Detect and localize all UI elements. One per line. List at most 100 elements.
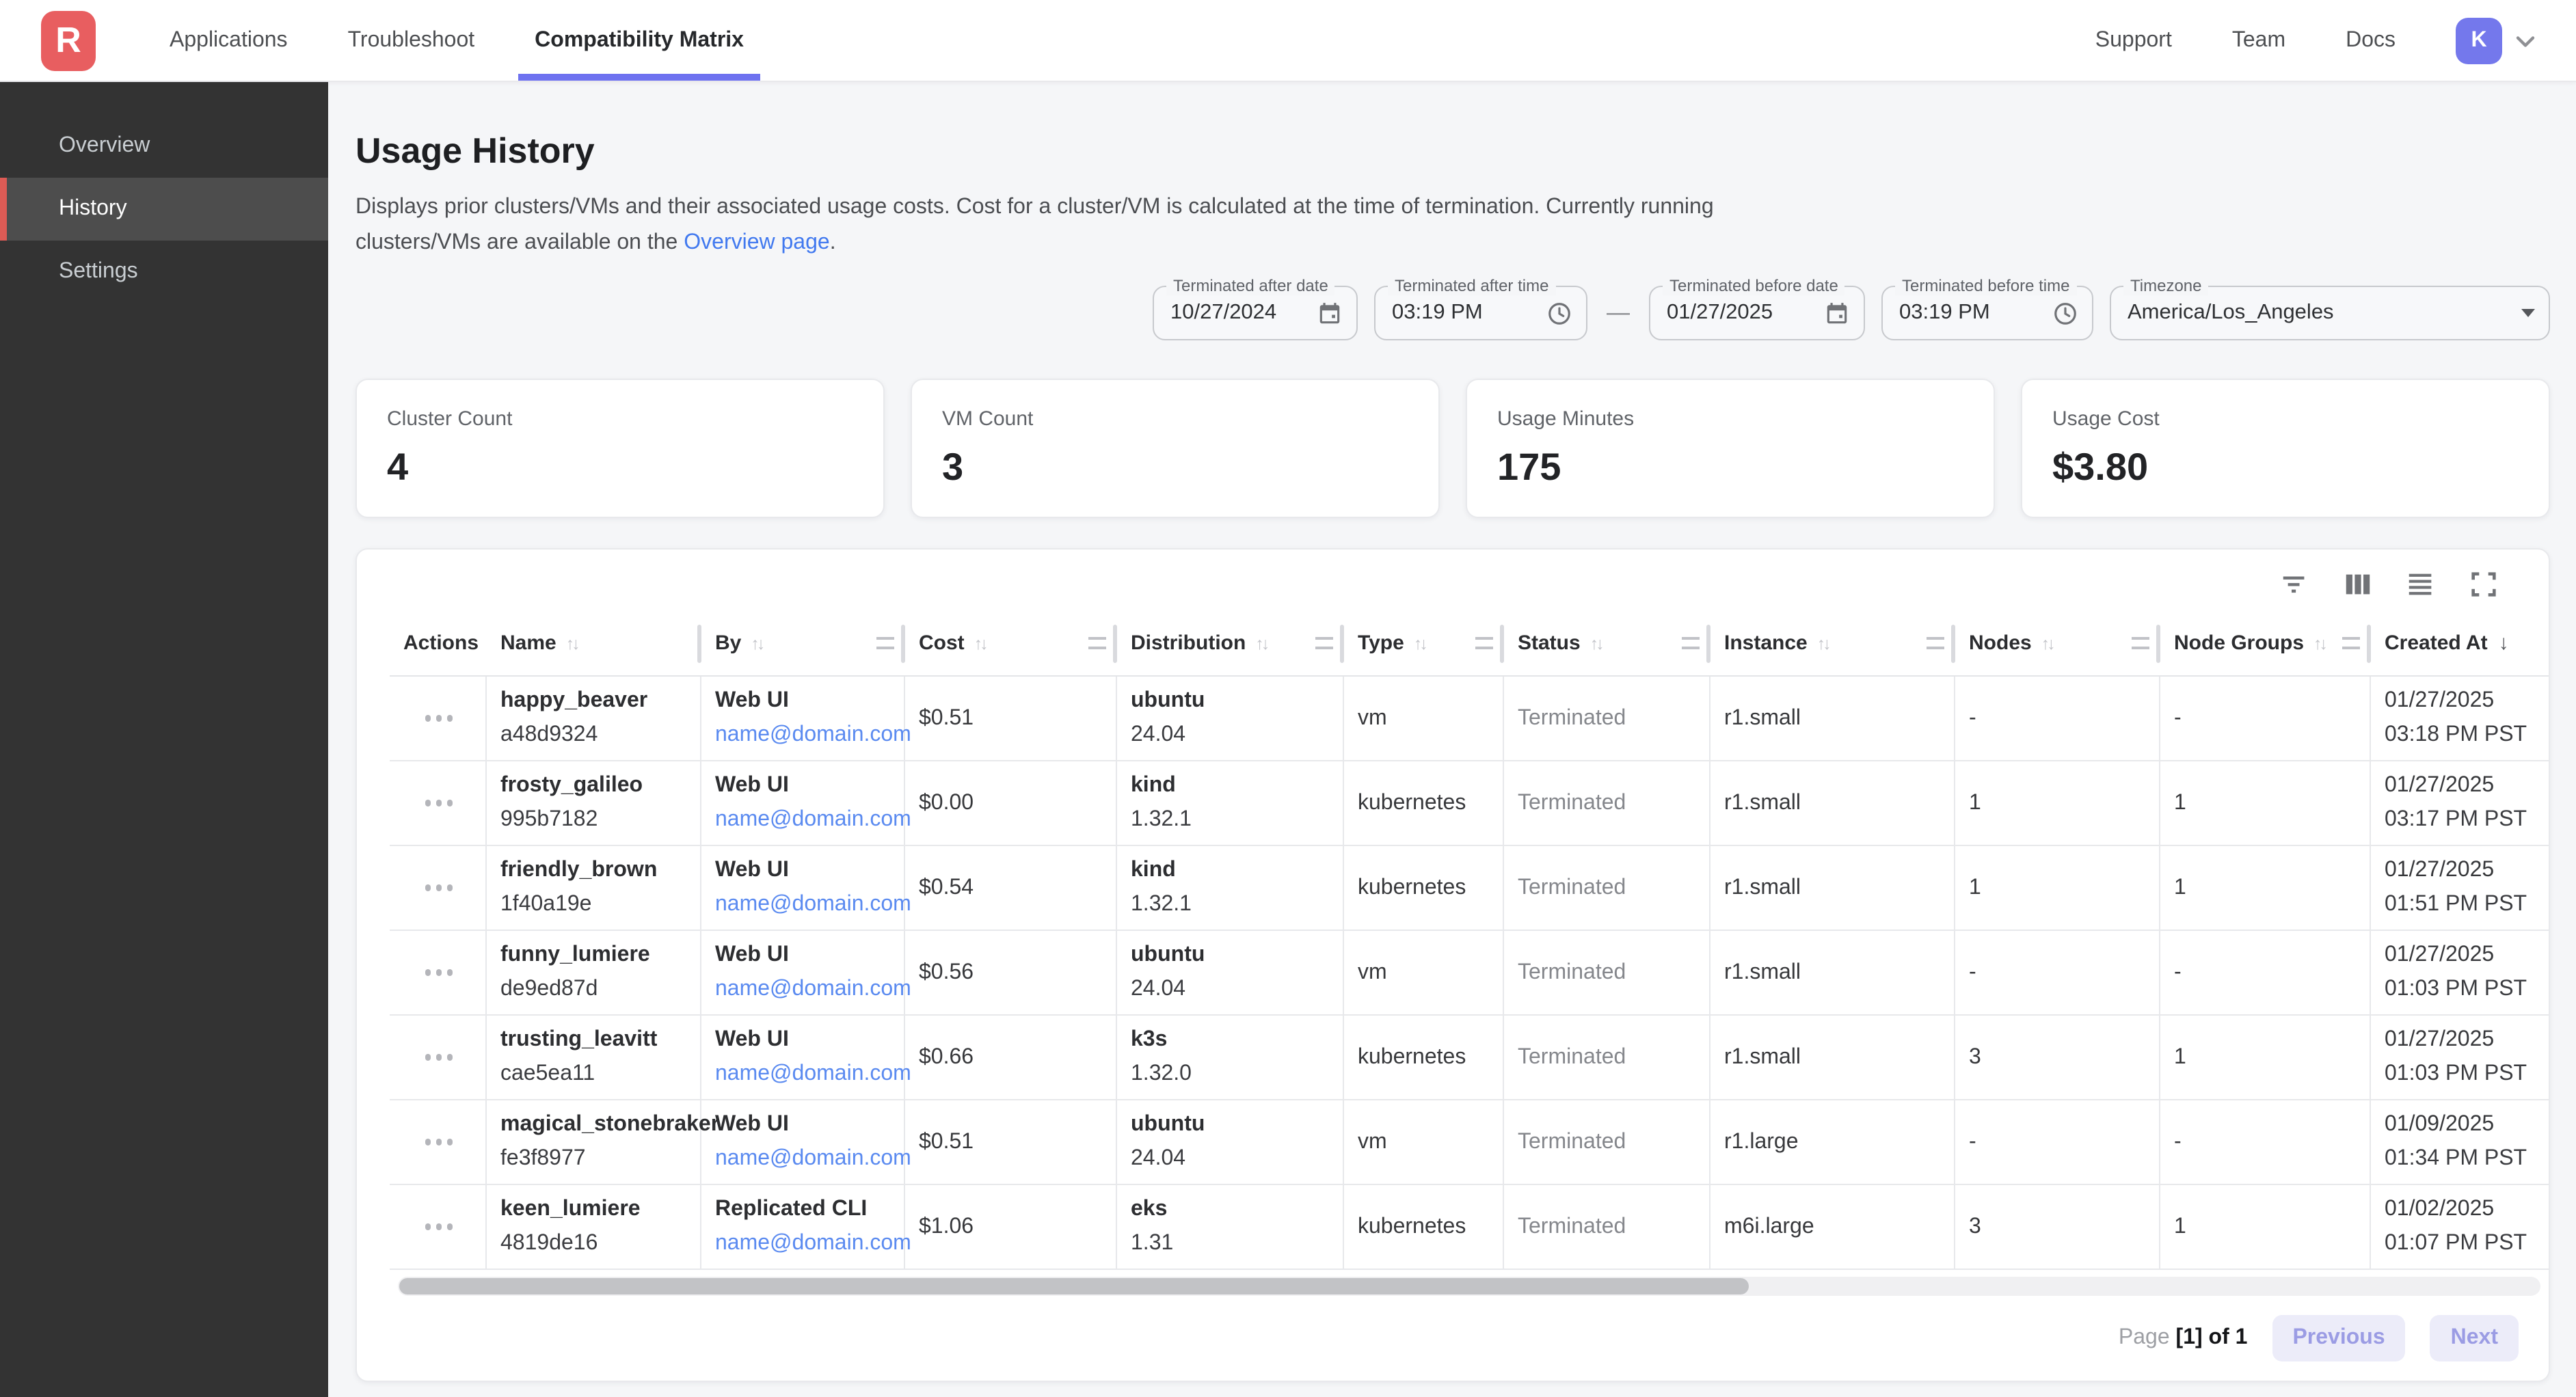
terminated-after-time-input[interactable]: Terminated after time 03:19 PM — [1374, 286, 1587, 340]
row-actions-icon[interactable] — [425, 715, 453, 721]
sort-icon[interactable]: ↑↓ — [2313, 634, 2325, 653]
calendar-icon[interactable] — [1303, 300, 1343, 326]
column-header-node-groups[interactable]: Node Groups ↑↓ — [2160, 611, 2371, 675]
row-actions-icon[interactable] — [425, 884, 453, 891]
row-actions-cell[interactable] — [390, 931, 487, 1014]
clock-icon[interactable] — [2039, 300, 2078, 326]
row-actions-icon[interactable] — [425, 1139, 453, 1145]
column-menu-icon[interactable] — [2342, 637, 2360, 649]
tab-compatibility-matrix[interactable]: Compatibility Matrix — [518, 0, 760, 81]
type-cell: vm — [1344, 931, 1504, 1014]
node-groups-cell: - — [2160, 1100, 2371, 1184]
terminated-before-date-value[interactable]: 01/27/2025 — [1667, 301, 1773, 325]
sort-icon[interactable]: ↑↓ — [751, 634, 762, 653]
sort-icon[interactable]: ↑↓ — [566, 634, 578, 653]
page-label: Page — [2119, 1326, 2170, 1349]
row-actions-cell[interactable] — [390, 761, 487, 845]
filter-icon[interactable] — [2279, 569, 2311, 600]
created-by-email-link[interactable]: name@domain.com — [715, 977, 893, 1002]
support-link[interactable]: Support — [2095, 28, 2172, 53]
row-actions-icon[interactable] — [425, 1223, 453, 1230]
terminated-after-date-value[interactable]: 10/27/2024 — [1170, 301, 1276, 325]
account-menu[interactable]: K — [2456, 17, 2540, 64]
name-cell: funny_lumiere de9ed87d — [487, 931, 701, 1014]
clock-icon[interactable] — [1533, 300, 1572, 326]
node-groups-value: 1 — [2174, 1215, 2359, 1239]
timezone-select[interactable]: Timezone America/Los_Angeles — [2110, 286, 2550, 340]
status-badge: Terminated — [1518, 876, 1698, 900]
docs-link[interactable]: Docs — [2346, 28, 2396, 53]
chevron-down-icon[interactable] — [2510, 25, 2540, 55]
density-icon[interactable] — [2405, 569, 2437, 600]
column-header-distribution[interactable]: Distribution ↑↓ — [1117, 611, 1344, 675]
scrollbar-thumb[interactable] — [399, 1278, 1749, 1294]
sort-desc-icon[interactable]: ↓ — [2499, 632, 2509, 655]
created-by-email-link[interactable]: name@domain.com — [715, 808, 893, 832]
row-actions-cell[interactable] — [390, 1100, 487, 1184]
row-actions-icon[interactable] — [425, 800, 453, 806]
created-by-email-link[interactable]: name@domain.com — [715, 1062, 893, 1087]
column-menu-icon[interactable] — [1475, 637, 1493, 649]
sidebar-item-overview[interactable]: Overview — [0, 115, 328, 178]
row-actions-icon[interactable] — [425, 969, 453, 975]
table-row: keen_lumiere 4819de16 Replicated CLI nam… — [390, 1185, 2549, 1270]
avatar[interactable]: K — [2456, 17, 2502, 64]
row-actions-cell[interactable] — [390, 677, 487, 760]
terminated-after-time-value[interactable]: 03:19 PM — [1392, 301, 1483, 325]
row-actions-icon[interactable] — [425, 1054, 453, 1060]
team-link[interactable]: Team — [2232, 28, 2285, 53]
fullscreen-icon[interactable] — [2468, 569, 2499, 600]
column-menu-icon[interactable] — [2132, 637, 2149, 649]
sort-icon[interactable]: ↑↓ — [1590, 634, 1602, 653]
select-caret-icon[interactable] — [2508, 309, 2535, 317]
column-header-cost[interactable]: Cost ↑↓ — [905, 611, 1117, 675]
row-actions-cell[interactable] — [390, 846, 487, 930]
created-by-email-link[interactable]: name@domain.com — [715, 1232, 893, 1256]
column-menu-icon[interactable] — [1315, 637, 1333, 649]
cost-value: $0.56 — [919, 960, 1105, 985]
row-actions-cell[interactable] — [390, 1185, 487, 1269]
sort-icon[interactable]: ↑↓ — [974, 634, 986, 653]
sort-icon[interactable]: ↑↓ — [2041, 634, 2053, 653]
created-by-email-link[interactable]: name@domain.com — [715, 723, 893, 748]
column-header-by[interactable]: By ↑↓ — [701, 611, 905, 675]
calendar-icon[interactable] — [1810, 300, 1850, 326]
tab-troubleshoot[interactable]: Troubleshoot — [332, 0, 492, 81]
sort-icon[interactable]: ↑↓ — [1817, 634, 1829, 653]
terminated-after-date-input[interactable]: Terminated after date 10/27/2024 — [1153, 286, 1358, 340]
replicated-logo[interactable]: R — [41, 10, 96, 70]
column-header-name[interactable]: Name ↑↓ — [487, 611, 701, 675]
previous-page-button[interactable]: Previous — [2272, 1315, 2405, 1361]
columns-icon[interactable] — [2342, 569, 2374, 600]
overview-page-link[interactable]: Overview page — [684, 231, 829, 254]
column-header-nodes[interactable]: Nodes ↑↓ — [1955, 611, 2160, 675]
instance-value: r1.small — [1724, 1045, 1943, 1070]
sort-icon[interactable]: ↑↓ — [1255, 634, 1267, 653]
sidebar-item-settings[interactable]: Settings — [0, 241, 328, 303]
horizontal-scrollbar[interactable] — [398, 1277, 2540, 1296]
column-header-status[interactable]: Status ↑↓ — [1504, 611, 1710, 675]
distribution-name: eks — [1131, 1197, 1332, 1222]
terminated-before-time-input[interactable]: Terminated before time 03:19 PM — [1881, 286, 2093, 340]
created-time: 01:34 PM PST — [2385, 1147, 2538, 1171]
column-header-created-at[interactable]: Created At ↓ — [2371, 611, 2549, 675]
sort-icon[interactable]: ↑↓ — [1414, 634, 1425, 653]
terminated-before-date-input[interactable]: Terminated before date 01/27/2025 — [1649, 286, 1865, 340]
sidebar-item-history[interactable]: History — [0, 178, 328, 241]
column-header-type[interactable]: Type ↑↓ — [1344, 611, 1504, 675]
tab-applications[interactable]: Applications — [153, 0, 304, 81]
column-menu-icon[interactable] — [1682, 637, 1700, 649]
created-by-email-link[interactable]: name@domain.com — [715, 893, 893, 917]
next-page-button[interactable]: Next — [2430, 1315, 2519, 1361]
created-by-email-link[interactable]: name@domain.com — [715, 1147, 893, 1171]
row-actions-cell[interactable] — [390, 1016, 487, 1099]
column-menu-icon[interactable] — [876, 637, 894, 649]
distribution-name: kind — [1131, 858, 1332, 883]
terminated-before-time-value[interactable]: 03:19 PM — [1899, 301, 1990, 325]
timezone-value[interactable]: America/Los_Angeles — [2128, 301, 2334, 325]
column-menu-icon[interactable] — [1927, 637, 1944, 649]
page-value: [1] of 1 — [2176, 1326, 2248, 1349]
column-header-instance[interactable]: Instance ↑↓ — [1710, 611, 1955, 675]
column-menu-icon[interactable] — [1088, 637, 1106, 649]
node-groups-value: 1 — [2174, 1045, 2359, 1070]
